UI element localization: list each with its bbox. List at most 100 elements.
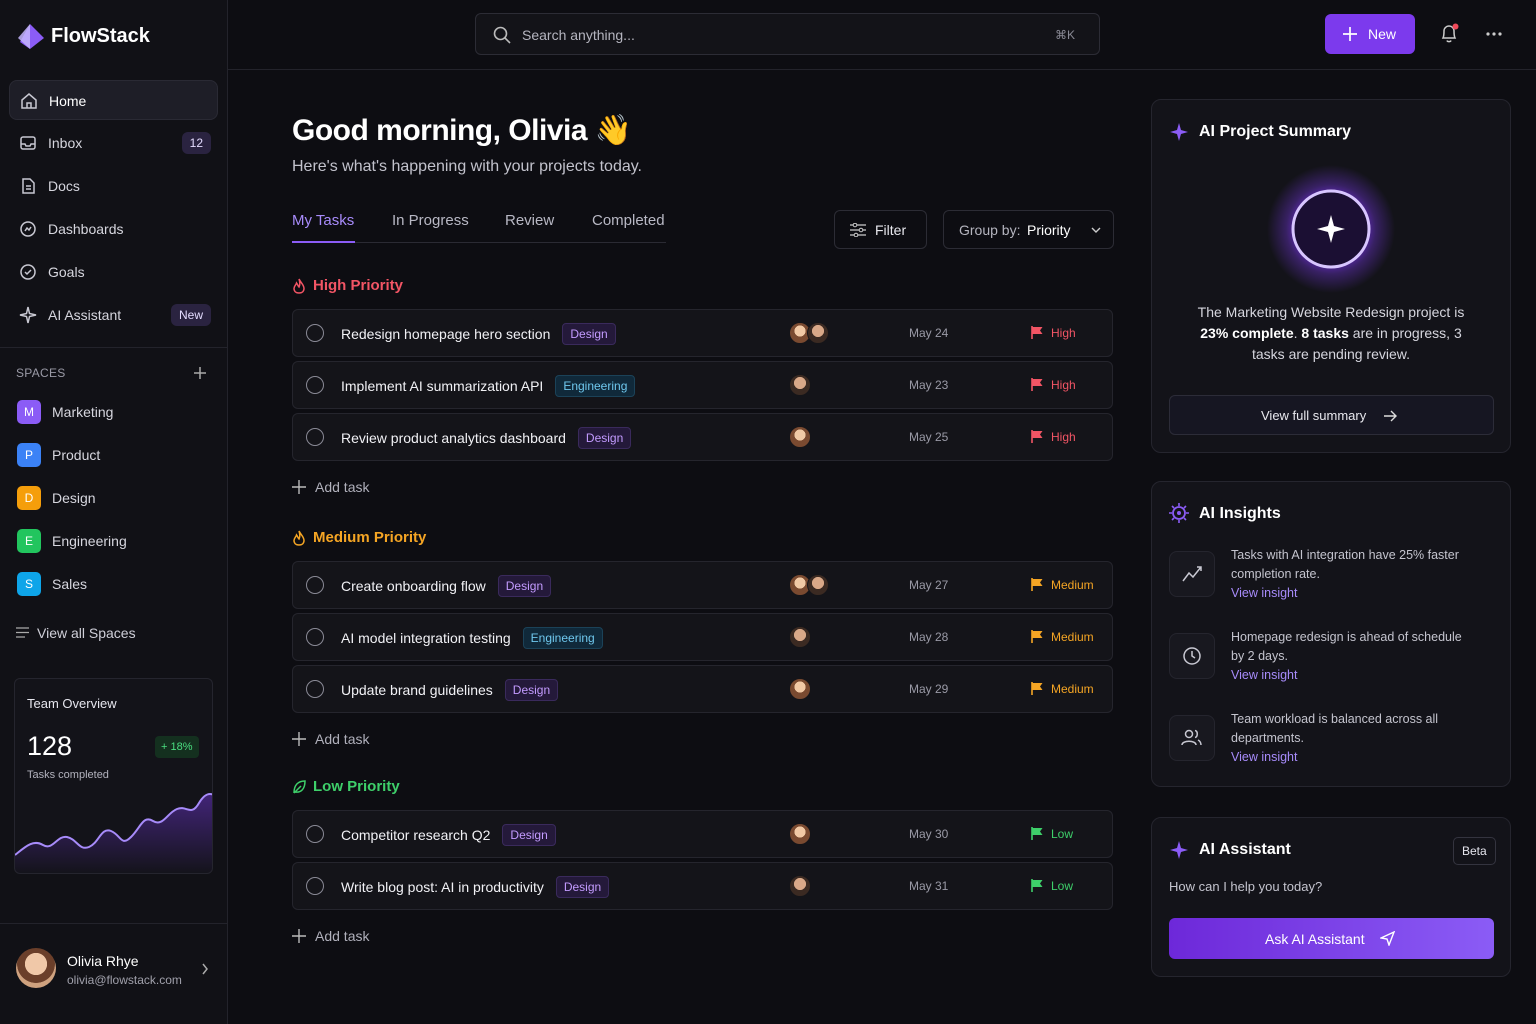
tabs-divider (292, 242, 666, 243)
add-space[interactable] (193, 366, 207, 380)
task-row[interactable]: Redesign homepage hero section Design May … (292, 309, 1113, 357)
space-initial: P (17, 443, 41, 467)
task-tag: Engineering (555, 375, 636, 397)
nav-item[interactable]: Dashboards (9, 209, 218, 249)
insights-title: AI Insights (1199, 505, 1281, 522)
spaces-title: SPACES (16, 366, 66, 380)
new-label: New (1368, 26, 1397, 42)
task-checkbox[interactable] (306, 324, 324, 342)
insight: Homepage redesign is ahead of schedule b… (1231, 628, 1476, 685)
task-title-wrap: Update brand guidelines Design (341, 679, 559, 701)
view-all-label: View all Spaces (37, 625, 136, 641)
assignee-avatar (789, 678, 811, 700)
nav-item[interactable]: Docs (9, 166, 218, 206)
insight: Team workload is balanced across all dep… (1231, 710, 1476, 767)
task-checkbox[interactable] (306, 877, 324, 895)
nav-item[interactable]: Goals (9, 252, 218, 292)
assignee-avatar (807, 574, 829, 596)
task-row[interactable]: AI model integration testing Engineering M… (292, 613, 1113, 661)
task-date: May 31 (909, 879, 949, 893)
user-profile[interactable]: Olivia Rhye olivia@flowstack.com (0, 940, 227, 1000)
task-checkbox[interactable] (306, 376, 324, 394)
nav-item[interactable]: AI Assistant New (9, 295, 218, 335)
task-priority: Low (1051, 879, 1074, 893)
task-title-wrap: Redesign homepage hero section Design (341, 323, 616, 345)
insight-text: Tasks with AI integration have 25% faste… (1231, 548, 1459, 581)
nav-label: Goals (48, 264, 85, 280)
task-date: May 24 (909, 326, 949, 340)
insight-link[interactable]: View insight (1231, 586, 1298, 600)
summary-text: The Marketing Website Redesign project i… (1182, 302, 1480, 365)
task-title: Update brand guidelines (341, 682, 493, 698)
group-by[interactable]: Group by: Priority (943, 210, 1114, 249)
filter-button[interactable]: Filter (834, 210, 927, 249)
task-row[interactable]: Competitor research Q2 Design May 30 Low (292, 810, 1113, 858)
notifications[interactable] (1439, 23, 1461, 45)
task-title-wrap: Create onboarding flow Design (341, 575, 552, 597)
task-priority: High (1051, 326, 1076, 340)
team-caption: Tasks completed (27, 769, 109, 781)
assistant-title: AI Assistant (1199, 841, 1291, 858)
task-row[interactable]: Implement AI summarization API Engineerin… (292, 361, 1113, 409)
task-title: Create onboarding flow (341, 578, 486, 594)
nav-label: AI Assistant (48, 307, 122, 323)
nav-label: Home (49, 93, 87, 109)
task-checkbox[interactable] (306, 680, 324, 698)
nav-badge: 12 (181, 132, 211, 154)
user-avatar (16, 948, 56, 988)
assignee-avatar (789, 426, 811, 448)
space-name: Marketing (52, 404, 114, 420)
assistant-prompt: How can I help you today? (1169, 879, 1323, 894)
ask-ai-button[interactable]: Ask AI Assistant (1169, 918, 1494, 959)
insight-link[interactable]: View insight (1231, 668, 1298, 682)
task-row[interactable]: Create onboarding flow Design May 27 Medium (292, 561, 1113, 609)
insight-icon (1169, 715, 1215, 761)
summary-title: AI Project Summary (1199, 123, 1352, 140)
assistant-badge: Beta (1453, 837, 1496, 865)
space-name: Design (52, 490, 96, 506)
team-value: 128 (27, 731, 73, 761)
task-row[interactable]: Review product analytics dashboard Design… (292, 413, 1113, 461)
sparkle-icon (1170, 123, 1188, 141)
insight-link[interactable]: View insight (1231, 750, 1298, 764)
user-email: olivia@flowstack.com (67, 973, 182, 987)
task-priority: High (1051, 430, 1076, 444)
task-date: May 23 (909, 378, 949, 392)
more-menu[interactable] (1486, 30, 1502, 38)
summary-button[interactable]: View full summary (1169, 395, 1494, 435)
task-tag: Design (504, 679, 559, 701)
tab[interactable]: My Tasks (292, 212, 355, 229)
insight-text: Homepage redesign is ahead of schedule b… (1231, 630, 1462, 663)
task-checkbox[interactable] (306, 628, 324, 646)
add-task-label: Add task (315, 731, 370, 747)
nav-item[interactable]: Inbox 12 (9, 123, 218, 163)
task-row[interactable]: Write blog post: AI in productivity Desig… (292, 862, 1113, 910)
filter-label: Filter (875, 222, 907, 238)
tab[interactable]: Completed (592, 212, 665, 229)
insight: Tasks with AI integration have 25% faste… (1231, 546, 1476, 603)
task-priority: High (1051, 378, 1076, 392)
sparkle-icon (1170, 841, 1188, 859)
task-title: Write blog post: AI in productivity (341, 879, 544, 895)
user-name: Olivia Rhye (67, 953, 139, 969)
new-button[interactable]: New (1325, 14, 1415, 54)
search-box[interactable]: Search anything... ⌘K (475, 13, 1100, 55)
priority-flag (1031, 827, 1043, 845)
summary-part: are in progress, 3 tasks are pending rev… (1252, 325, 1462, 362)
task-checkbox[interactable] (306, 428, 324, 446)
task-title-wrap: Review product analytics dashboard Design (341, 427, 632, 449)
chevron (202, 963, 208, 975)
space-name: Sales (52, 576, 88, 592)
tab[interactable]: In Progress (392, 212, 469, 229)
nav-item[interactable]: Home (9, 80, 218, 120)
space-initial: E (17, 529, 41, 553)
task-row[interactable]: Update brand guidelines Design May 29 Mediu… (292, 665, 1113, 713)
nav-label: Inbox (48, 135, 83, 151)
task-tag: Design (562, 323, 616, 345)
summary-part: . (1293, 325, 1302, 341)
greeting: Good morning, Olivia 👋 (292, 114, 632, 147)
task-checkbox[interactable] (306, 825, 324, 843)
tab[interactable]: Review (505, 212, 555, 229)
task-checkbox[interactable] (306, 576, 324, 594)
